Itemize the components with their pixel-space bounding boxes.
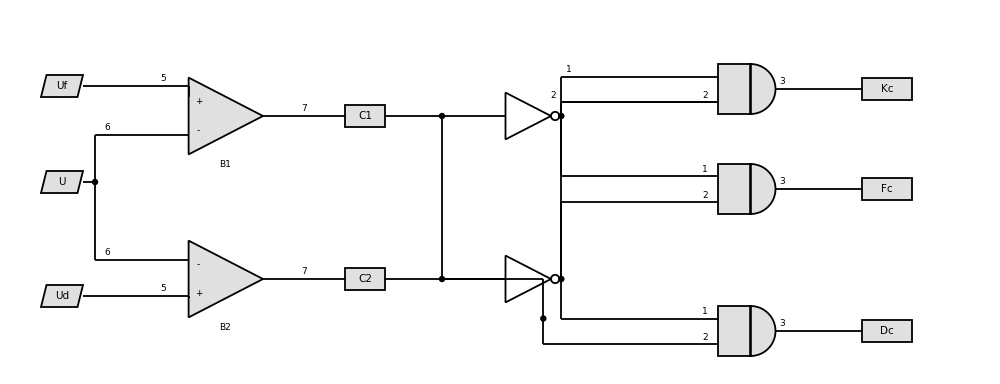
Polygon shape xyxy=(189,241,263,318)
Text: 2: 2 xyxy=(702,190,708,200)
Text: 7: 7 xyxy=(301,267,307,276)
Circle shape xyxy=(551,112,559,120)
Polygon shape xyxy=(718,64,775,114)
Circle shape xyxy=(92,179,98,184)
Text: 7: 7 xyxy=(301,104,307,113)
Text: 3: 3 xyxy=(780,319,785,328)
Text: 2: 2 xyxy=(702,91,708,99)
Polygon shape xyxy=(506,93,551,139)
Text: C1: C1 xyxy=(358,111,372,121)
Text: 1: 1 xyxy=(702,166,708,174)
Polygon shape xyxy=(718,306,775,356)
Text: Kc: Kc xyxy=(881,84,893,94)
Text: 5: 5 xyxy=(160,284,166,293)
FancyBboxPatch shape xyxy=(862,320,912,342)
FancyBboxPatch shape xyxy=(345,105,385,127)
Polygon shape xyxy=(41,285,83,307)
Text: 5: 5 xyxy=(160,74,166,83)
Text: +: + xyxy=(195,97,202,106)
Circle shape xyxy=(559,114,564,119)
Text: 3: 3 xyxy=(780,177,785,186)
Text: +: + xyxy=(195,289,202,298)
Text: 1: 1 xyxy=(566,66,572,74)
FancyBboxPatch shape xyxy=(862,78,912,100)
FancyBboxPatch shape xyxy=(862,178,912,200)
Text: Dc: Dc xyxy=(880,326,894,336)
FancyBboxPatch shape xyxy=(345,268,385,290)
Circle shape xyxy=(541,316,546,321)
Text: 6: 6 xyxy=(104,248,110,257)
Text: 1: 1 xyxy=(702,308,708,316)
Circle shape xyxy=(440,114,444,119)
Polygon shape xyxy=(41,75,83,97)
Polygon shape xyxy=(41,171,83,193)
Circle shape xyxy=(551,275,559,283)
Polygon shape xyxy=(506,256,551,303)
Text: -: - xyxy=(197,126,200,135)
Polygon shape xyxy=(189,78,263,154)
Text: -: - xyxy=(197,260,200,269)
Text: 2: 2 xyxy=(551,91,556,99)
Text: 6: 6 xyxy=(104,123,110,132)
Text: Ud: Ud xyxy=(55,291,69,301)
Text: C2: C2 xyxy=(358,274,372,284)
Text: B2: B2 xyxy=(219,323,231,332)
Text: B1: B1 xyxy=(219,160,231,169)
Text: 3: 3 xyxy=(780,77,785,86)
Text: 2: 2 xyxy=(702,333,708,341)
Text: U: U xyxy=(58,177,66,187)
Text: Fc: Fc xyxy=(881,184,893,194)
Circle shape xyxy=(559,276,564,281)
Polygon shape xyxy=(718,164,775,214)
Circle shape xyxy=(440,276,444,281)
Text: Uf: Uf xyxy=(56,81,68,91)
